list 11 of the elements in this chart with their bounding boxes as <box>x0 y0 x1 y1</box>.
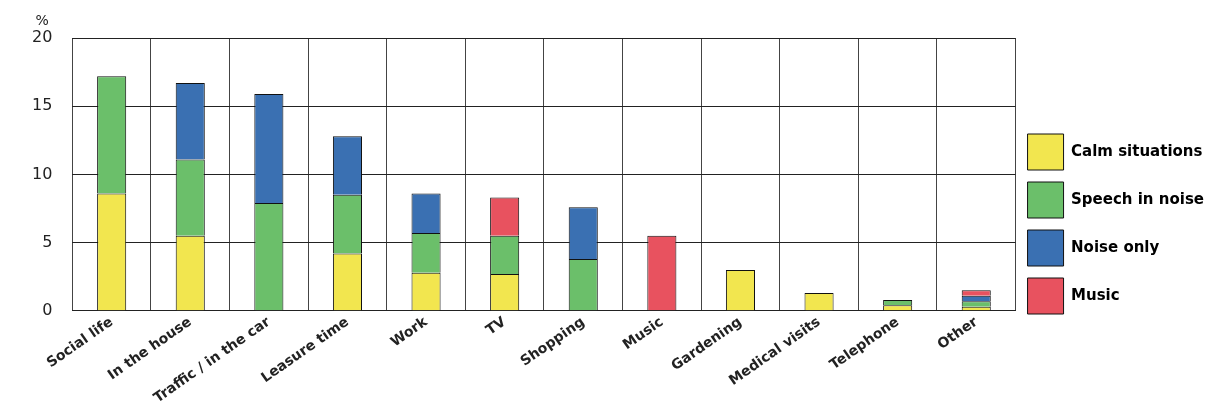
y-tick-label: 0 <box>42 299 53 319</box>
y-tick-label: 5 <box>42 231 53 251</box>
y-axis-title: % <box>35 11 49 28</box>
y-tick-label: 15 <box>32 95 53 115</box>
legend-label: Calm situations <box>1071 141 1203 160</box>
y-tick-label: 10 <box>32 163 53 183</box>
legend-label: Music <box>1071 285 1120 304</box>
legend-label: Speech in noise <box>1071 189 1204 208</box>
legend-label: Noise only <box>1071 237 1160 256</box>
y-tick-label: 20 <box>32 27 53 47</box>
x-tick-label: TV <box>482 312 509 338</box>
